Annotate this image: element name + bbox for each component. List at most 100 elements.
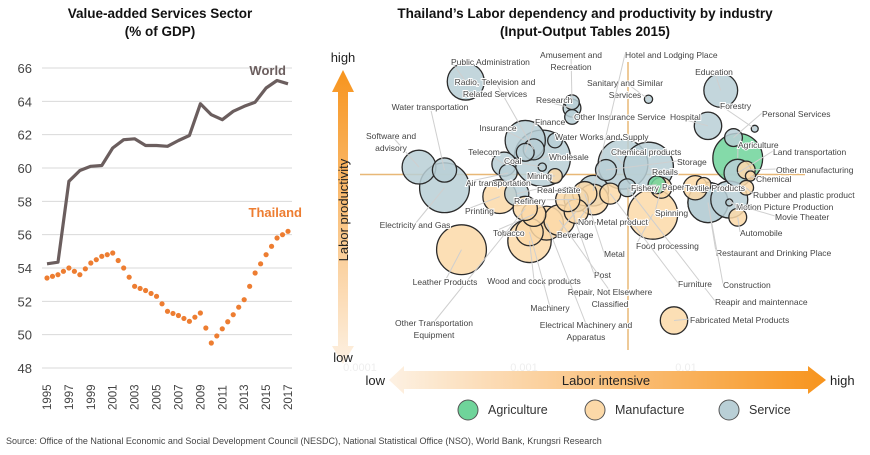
series-point-thailand <box>66 265 72 271</box>
bubble-label: Spinning <box>655 208 688 218</box>
y-tick-label: 66 <box>18 61 32 76</box>
bubble-label: Fishery <box>631 183 660 193</box>
series-point-thailand <box>208 340 214 346</box>
series-point-thailand <box>186 318 193 324</box>
x-tick-label: 2007 <box>173 384 185 410</box>
series-point-thailand <box>88 260 94 266</box>
legend-swatch-agriculture <box>457 399 479 421</box>
leader-line <box>750 175 757 179</box>
x-axis-title: Labor intensive <box>562 373 650 388</box>
series-point-thailand <box>137 285 143 292</box>
series-point-thailand <box>214 333 220 339</box>
left-chart-title-line-1: Value-added Services Sector <box>67 6 253 21</box>
x-tick-label: 1997 <box>64 384 76 410</box>
leader-line <box>673 318 691 321</box>
y-tick-label: 50 <box>18 328 32 343</box>
leader-line <box>444 249 462 282</box>
faint-x-tick-label: 0.001 <box>510 362 538 374</box>
x-tick-label: 2011 <box>217 385 229 410</box>
bubble-label: Wholesale <box>549 152 589 162</box>
x-axis-high-label: high <box>830 373 855 388</box>
x-tick-label: 2009 <box>195 384 207 410</box>
series-point-thailand <box>104 252 110 258</box>
bubble-label: Leather Products <box>413 277 478 287</box>
bubble-label: Related Services <box>463 89 527 99</box>
series-point-thailand <box>148 290 154 297</box>
series-point-thailand <box>197 310 203 316</box>
leader-line <box>746 168 777 171</box>
bubble-label: Paper <box>662 182 685 192</box>
y-axis-high-label: high <box>331 50 356 65</box>
services-gdp-line-chart: 48 50 52 54 56 58 60 62 64 66 1995 1997 1999 2001 2003… <box>18 61 303 410</box>
leader-line <box>546 222 587 325</box>
series-point-thailand <box>126 274 132 280</box>
bubble-label: Insurance <box>479 123 517 133</box>
leader-line <box>577 199 594 222</box>
series-point-thailand <box>121 265 127 271</box>
legend-label-agriculture: Agriculture <box>488 403 548 417</box>
leader-line <box>669 115 709 127</box>
leader-line <box>497 126 526 141</box>
leader-line <box>571 115 575 118</box>
y-tick-label: 62 <box>18 128 32 143</box>
leader-line <box>494 80 535 150</box>
bubble-label: Real-estate <box>537 185 581 195</box>
series-point-thailand <box>142 287 149 294</box>
y-tick-label: 48 <box>18 361 32 376</box>
left-chart-title: Value-added Services Sector (% of GDP) <box>40 5 280 41</box>
bubble-label: Water Works and Supply <box>555 132 649 142</box>
bubble-label: Other Transportation <box>395 318 473 328</box>
series-point-thailand <box>279 232 286 238</box>
bubble-label: Mining <box>527 171 552 181</box>
series-point-thailand <box>274 235 280 241</box>
bubble-label: Restaurant and Drinking Place <box>716 248 832 258</box>
leader-line <box>684 184 704 188</box>
series-point-thailand <box>263 252 269 258</box>
bubble-label: Radio, Television and <box>455 77 536 87</box>
series-point-thailand <box>110 250 116 256</box>
series-point-thailand <box>49 273 56 279</box>
leader-line <box>529 231 551 308</box>
bubble-label: Equipment <box>414 330 455 340</box>
bubble-label: Air transportation <box>466 178 531 188</box>
leader-line <box>570 53 573 103</box>
bubble-label: Rubber and plastic product <box>753 190 855 200</box>
y-tick-label: 64 <box>18 94 32 109</box>
series-point-thailand <box>159 301 165 307</box>
bubble-label: Software and <box>366 131 416 141</box>
faint-x-tick-label: 0.0001 <box>343 362 377 374</box>
bubble-label: Post <box>594 270 612 280</box>
leader-line <box>558 219 611 292</box>
leader-line <box>648 166 653 172</box>
y-tick-label: 60 <box>18 161 32 176</box>
leader-line <box>535 98 573 109</box>
bubble-label: Sanitary and Similar <box>587 78 663 88</box>
leader-line <box>713 70 722 91</box>
series-point-thailand <box>192 314 198 320</box>
series-point-thailand <box>247 283 253 289</box>
x-tick-label: 1999 <box>86 384 98 410</box>
leader-line <box>635 214 654 246</box>
right-chart-title: Thailand’s Labor dependency and producti… <box>360 5 810 41</box>
leader-line <box>610 150 624 165</box>
x-tick-label: 2005 <box>152 384 164 410</box>
legend-swatch-service <box>718 399 740 421</box>
series-point-thailand <box>115 257 121 264</box>
x-tick-label: 2015 <box>261 384 273 410</box>
x-axis-low-label: low <box>365 373 385 388</box>
bubble-label: Research <box>536 95 573 105</box>
leader-line <box>483 150 505 165</box>
bubble-label: Amusement and <box>540 50 602 60</box>
bubble-label: Apparatus <box>567 332 606 342</box>
labor-bubble-chart: high low Labor productivity low high Labor in… <box>331 49 856 421</box>
series-line-world <box>46 78 289 266</box>
series-point-thailand <box>236 304 242 310</box>
bubble-label: Tobacco <box>493 228 525 238</box>
y-tick-label: 54 <box>18 261 32 276</box>
leader-line <box>624 81 649 100</box>
leader-line <box>728 199 737 207</box>
leader-line <box>605 160 678 171</box>
leader-line <box>707 202 724 285</box>
bubble-label: Other Insurance Service <box>574 112 666 122</box>
x-tick-label: 2003 <box>130 384 142 410</box>
